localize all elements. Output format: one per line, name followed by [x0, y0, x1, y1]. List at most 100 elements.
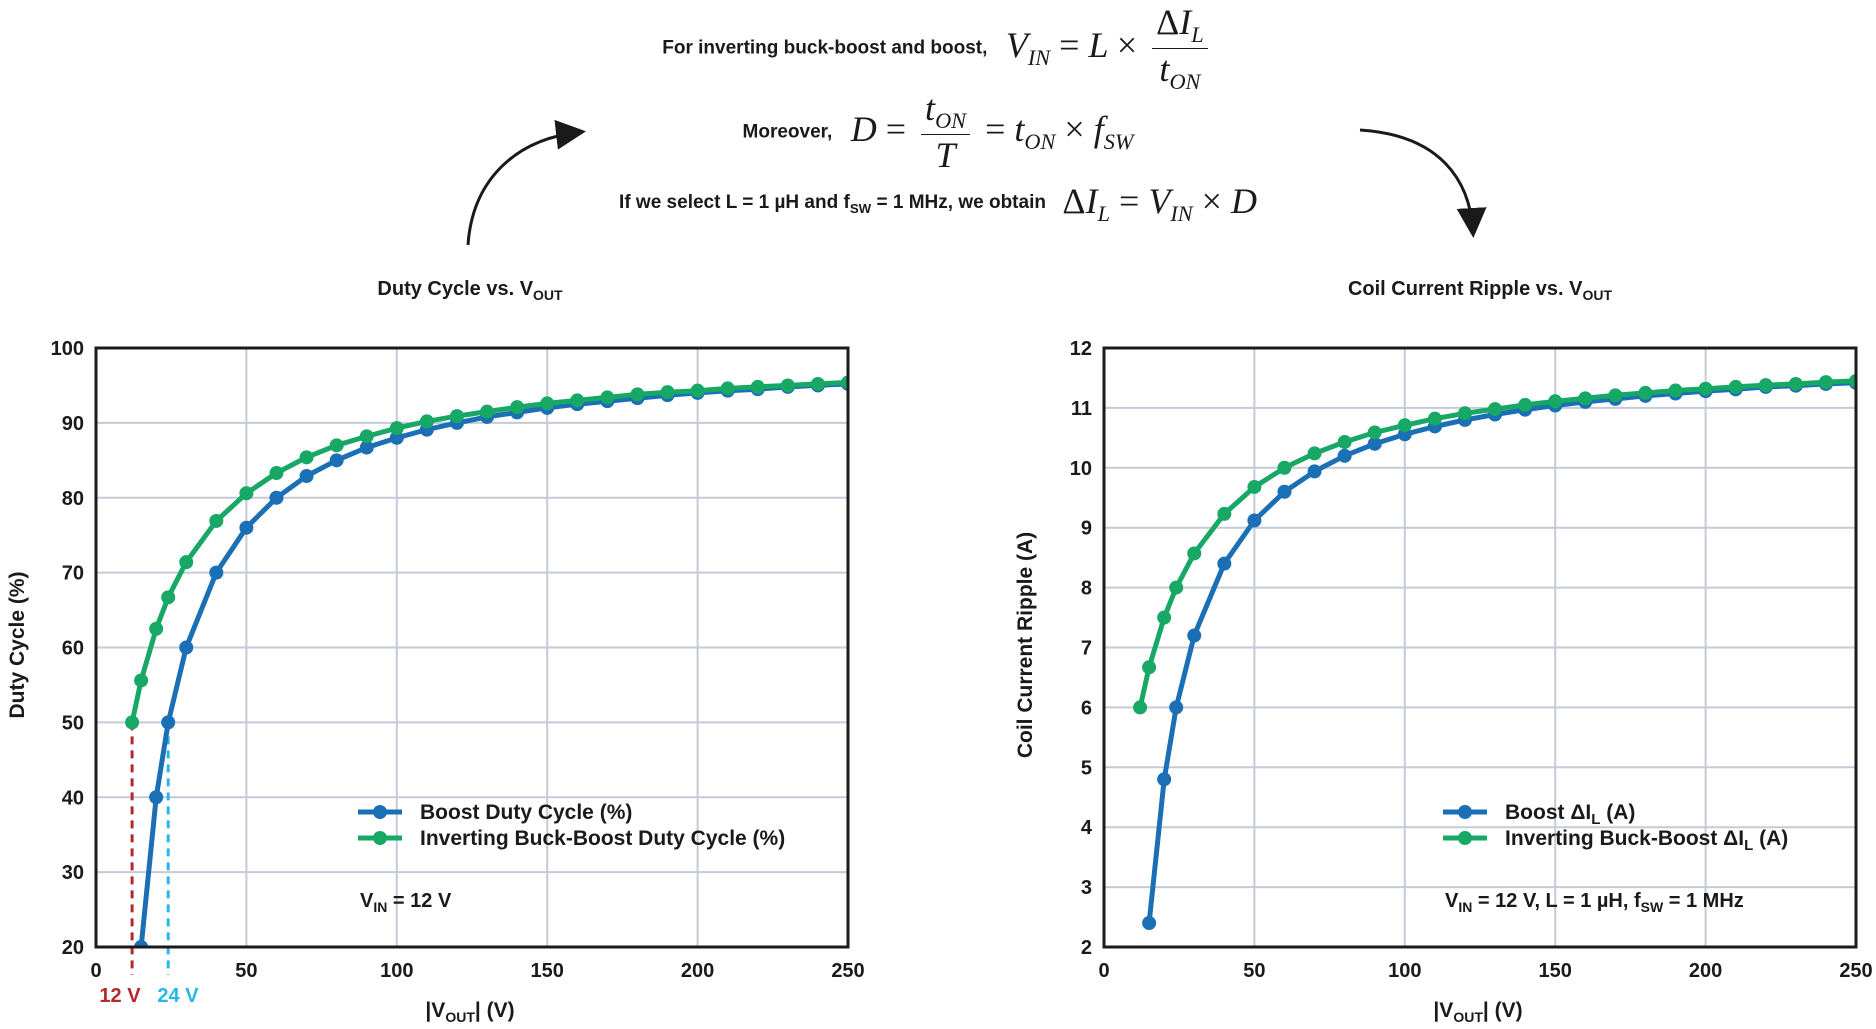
data-point: [329, 438, 344, 453]
y-tick-label: 70: [62, 563, 84, 585]
data-point: [1427, 411, 1442, 426]
arrow-down-right-icon: [1359, 128, 1487, 238]
x-tick-label: 150: [531, 960, 564, 982]
marker-label-24v: 24 V: [157, 985, 199, 1007]
data-point: [660, 385, 675, 400]
data-point: [841, 375, 848, 390]
duty-cycle-chart: Duty Cycle vs. VOUT 0 50 100 150 200 250 20 30 4…: [6, 278, 865, 1025]
data-point: [1367, 425, 1382, 440]
data-point: [1307, 464, 1322, 479]
y-tick-label: 90: [62, 413, 84, 435]
data-point: [1698, 381, 1713, 396]
data-point: [1169, 580, 1184, 595]
x-tick-label: 50: [235, 960, 257, 982]
chart-title: Duty Cycle vs. VOUT: [377, 278, 563, 303]
data-point: [1142, 660, 1157, 675]
legend-marker-inverting: [1458, 831, 1472, 845]
equation-label-2: Moreover,: [742, 121, 833, 143]
y-axis-title: Duty Cycle (%): [6, 571, 29, 718]
y-tick-label: 7: [1081, 638, 1092, 660]
equation-formula-3: ΔIL = VIN × D: [1062, 181, 1257, 226]
y-tick-label: 60: [62, 638, 84, 660]
data-point: [134, 940, 149, 947]
data-point: [161, 590, 176, 605]
equation-label-1: For inverting buck-boost and boost,: [662, 37, 988, 59]
x-tick-label: 0: [1098, 960, 1109, 982]
equation-ripple: If we select L = 1 µH and fSW = 1 MHz, w…: [0, 180, 1876, 227]
data-point: [1187, 628, 1202, 643]
plot-frame: [1102, 346, 1858, 949]
data-point: [269, 466, 284, 481]
data-point: [419, 414, 434, 429]
y-tick-label: 5: [1081, 757, 1092, 779]
data-point: [810, 376, 825, 391]
input-voltage-note: VIN = 12 V: [360, 890, 452, 915]
data-point: [600, 390, 615, 405]
y-tick-label: 3: [1081, 877, 1092, 899]
data-point: [1728, 379, 1743, 394]
data-point: [149, 621, 164, 636]
data-point: [359, 440, 374, 455]
legend-label-boost: Boost Duty Cycle (%): [420, 801, 632, 824]
x-tick-label: 100: [380, 960, 413, 982]
data-point: [570, 393, 585, 408]
x-tick-label: 250: [1839, 960, 1872, 982]
data-point: [179, 555, 194, 570]
voltage-markers: [130, 722, 170, 975]
data-point: [750, 379, 765, 394]
legend: Boost ΔIL (A) Inverting Buck-Boost ΔIL (…: [1443, 801, 1788, 854]
data-point: [389, 421, 404, 436]
data-point: [1638, 385, 1653, 400]
data-point: [1849, 373, 1856, 388]
data-point: [1277, 484, 1292, 499]
data-point: [239, 520, 254, 535]
data-point: [480, 404, 495, 419]
data-point: [269, 490, 284, 505]
data-point: [149, 790, 164, 805]
equation-inductor: For inverting buck-boost and boost, VIN …: [0, 3, 1876, 93]
legend-marker-inverting: [373, 831, 387, 845]
data-point: [1157, 610, 1172, 625]
data-point: [1367, 436, 1382, 451]
arrow-up-left-icon: [466, 119, 586, 246]
data-point: [1157, 772, 1172, 787]
legend: Boost Duty Cycle (%) Inverting Buck-Boos…: [358, 801, 785, 850]
data-point: [1169, 700, 1184, 715]
data-point: [510, 400, 525, 415]
data-point: [1307, 446, 1322, 461]
data-point: [1217, 506, 1232, 521]
data-point: [359, 429, 374, 444]
data-point: [1337, 448, 1352, 463]
y-tick-label: 9: [1081, 518, 1092, 540]
y-tick-label: 100: [51, 338, 84, 360]
data-point: [299, 450, 314, 465]
data-point: [209, 513, 224, 528]
data-point: [720, 381, 735, 396]
tick-labels: 0 50 100 150 200 250 20 30 40 50 60 70 80 90 100: [51, 338, 865, 982]
marker-label-12v: 12 V: [99, 985, 141, 1007]
chart-title: Coil Current Ripple vs. VOUT: [1348, 278, 1612, 303]
equation-duty-cycle: Moreover, D = tON T = tON × fSW: [0, 89, 1876, 175]
data-point: [1758, 378, 1773, 393]
data-point: [1217, 556, 1232, 571]
y-tick-label: 6: [1081, 697, 1092, 719]
tick-labels: 0 50 100 150 200 250 2 3 4 5 6 7 8 9 10 11 12: [1070, 338, 1873, 982]
data-point: [1133, 700, 1148, 715]
data-point: [161, 715, 176, 730]
data-point: [1142, 916, 1157, 931]
y-tick-label: 2: [1081, 937, 1092, 959]
legend-label-inverting: Inverting Buck-Boost Duty Cycle (%): [420, 827, 785, 850]
data-point: [1488, 402, 1503, 417]
y-tick-label: 80: [62, 488, 84, 510]
data-point: [329, 453, 344, 468]
grid: [1103, 347, 1857, 948]
y-tick-label: 8: [1081, 578, 1092, 600]
y-axis-title: Coil Current Ripple (A): [1014, 532, 1037, 758]
data-point: [1548, 394, 1563, 409]
legend-label-boost: Boost ΔIL (A): [1505, 801, 1635, 828]
y-tick-label: 20: [62, 937, 84, 959]
data-point: [239, 486, 254, 501]
grid: [95, 347, 849, 948]
data-point: [1788, 376, 1803, 391]
data-point: [540, 396, 555, 411]
